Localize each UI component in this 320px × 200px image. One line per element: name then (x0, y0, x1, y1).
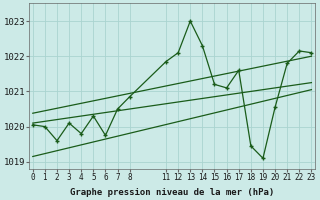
X-axis label: Graphe pression niveau de la mer (hPa): Graphe pression niveau de la mer (hPa) (70, 188, 274, 197)
